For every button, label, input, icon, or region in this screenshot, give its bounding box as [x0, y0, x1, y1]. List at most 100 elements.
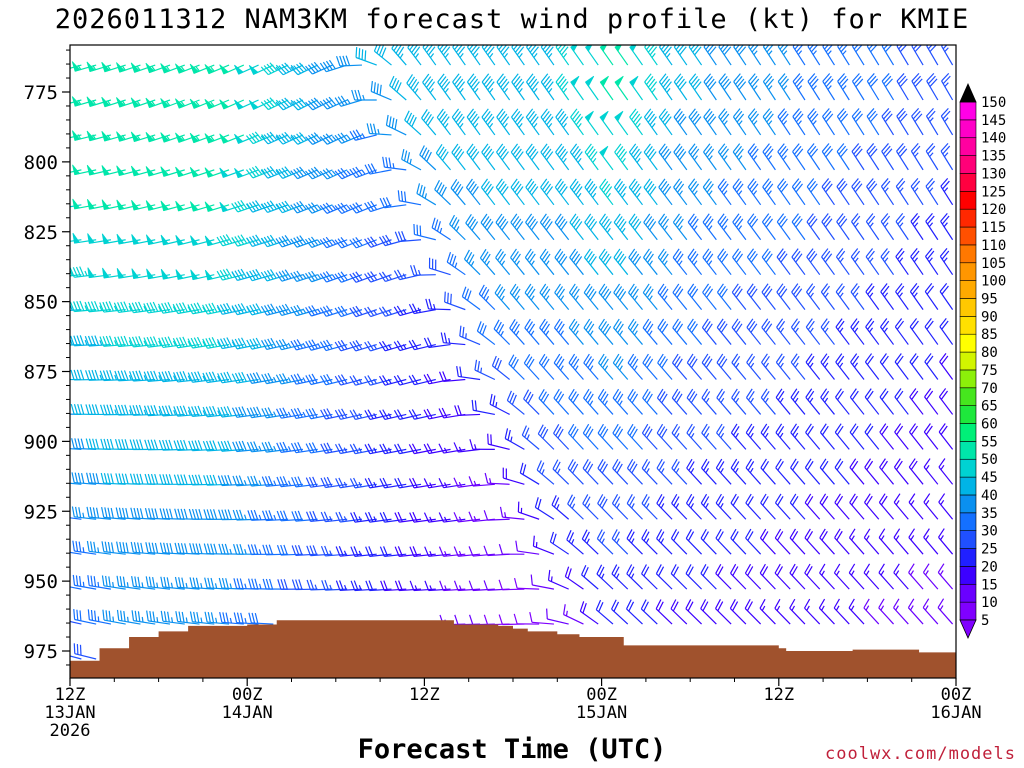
- barb-full: [795, 113, 804, 123]
- barb-full: [661, 323, 669, 333]
- barb-full: [645, 111, 654, 121]
- barb-half: [202, 341, 206, 347]
- barb-half: [899, 187, 904, 193]
- barb-full: [483, 614, 489, 625]
- barb-half: [361, 169, 366, 175]
- barb-half: [392, 163, 395, 169]
- barb-flag: [86, 61, 96, 72]
- barb-full: [496, 286, 504, 296]
- wind-barb: [146, 610, 171, 625]
- barb-full: [647, 113, 656, 123]
- barb-full: [85, 404, 90, 415]
- barb-full: [450, 178, 458, 189]
- barb-full: [619, 256, 627, 266]
- barb-half: [768, 120, 773, 126]
- barb-half: [143, 305, 147, 312]
- barb-staff: [789, 607, 806, 625]
- barb-full: [275, 204, 283, 214]
- barb-full: [381, 271, 389, 281]
- barb-full: [261, 408, 267, 419]
- barb-full: [658, 496, 665, 506]
- barb-staff: [74, 653, 97, 660]
- barb-half: [92, 65, 97, 71]
- barb-staff: [731, 327, 747, 345]
- barb-full: [245, 169, 254, 179]
- wind-barb: [851, 213, 865, 241]
- barb-staff: [295, 483, 318, 488]
- barb-staff: [103, 619, 126, 625]
- wind-barb: [231, 234, 259, 247]
- barb-full: [746, 248, 755, 258]
- barb-full: [197, 405, 203, 416]
- barb-full: [252, 338, 259, 349]
- wind-barb: [865, 248, 880, 276]
- barb-full: [77, 472, 82, 484]
- barb-full: [143, 303, 149, 314]
- barb-staff: [89, 550, 111, 555]
- barb-full: [231, 407, 238, 418]
- barb-full: [352, 203, 360, 213]
- barb-full: [529, 218, 537, 228]
- wind-barb: [881, 45, 895, 66]
- barb-full: [672, 248, 680, 258]
- barb-full: [584, 213, 592, 223]
- wind-barb: [807, 108, 821, 136]
- barb-full: [117, 370, 123, 381]
- barb-half: [895, 605, 899, 611]
- barb-full: [308, 374, 315, 385]
- wind-barb: [262, 510, 289, 522]
- barb-full: [679, 151, 687, 161]
- barb-staff: [613, 222, 629, 241]
- barb-half: [185, 582, 188, 589]
- barb-full: [442, 371, 448, 382]
- wind-barb: [495, 213, 511, 241]
- barb-staff: [910, 150, 924, 171]
- barb-full: [732, 496, 739, 506]
- barb-full: [529, 78, 538, 88]
- barb-full: [434, 180, 440, 190]
- barb-full: [822, 108, 830, 117]
- barb-staff: [207, 448, 230, 452]
- barb-full: [439, 148, 447, 159]
- barb-full: [248, 168, 257, 178]
- barb-full: [590, 186, 598, 196]
- barb-full: [512, 358, 519, 369]
- barb-full: [253, 441, 259, 452]
- barb-full: [649, 81, 658, 91]
- barb-full: [761, 353, 768, 363]
- barb-full: [780, 288, 788, 298]
- barb-full: [211, 302, 218, 313]
- barb-staff: [369, 132, 392, 136]
- barb-staff: [849, 537, 865, 555]
- barb-half: [880, 570, 885, 576]
- barb-full: [702, 531, 709, 541]
- barb-full: [776, 283, 784, 293]
- barb-full: [530, 574, 533, 586]
- barb-half: [346, 98, 351, 104]
- barb-half: [243, 480, 247, 486]
- barb-full: [498, 76, 506, 85]
- barb-full: [246, 237, 253, 247]
- barb-staff: [703, 116, 717, 136]
- barb-full: [895, 213, 904, 222]
- barb-staff: [820, 326, 835, 345]
- barb-full: [912, 215, 920, 225]
- barb-staff: [612, 362, 629, 380]
- barb-half: [574, 365, 579, 371]
- barb-staff: [538, 362, 555, 380]
- wind-barb: [584, 213, 599, 241]
- barb-staff: [761, 326, 776, 345]
- barb-full: [899, 148, 908, 158]
- barb-staff: [759, 572, 776, 590]
- barb-full: [364, 164, 371, 175]
- barb-staff: [295, 448, 318, 454]
- barb-half: [723, 155, 728, 161]
- barb-full: [810, 218, 818, 228]
- barb-full: [168, 474, 173, 485]
- wind-barb: [524, 318, 540, 345]
- barb-staff: [340, 343, 363, 352]
- barb-staff: [266, 274, 289, 282]
- barb-staff: [703, 151, 717, 171]
- barb-staff: [717, 221, 732, 241]
- barb-full: [510, 356, 517, 367]
